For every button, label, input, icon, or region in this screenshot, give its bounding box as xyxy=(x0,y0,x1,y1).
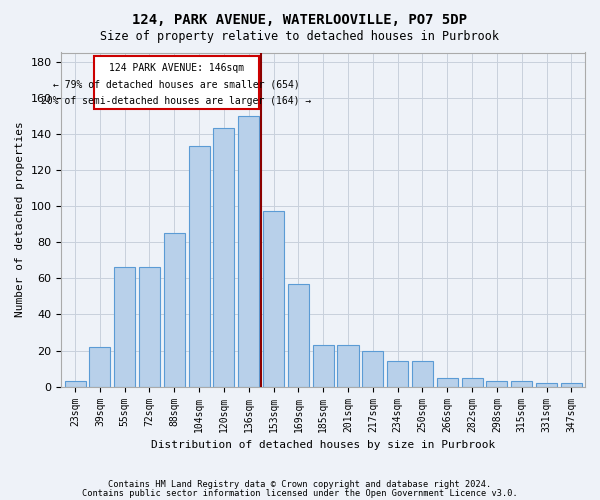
Text: Size of property relative to detached houses in Purbrook: Size of property relative to detached ho… xyxy=(101,30,499,43)
Bar xyxy=(313,345,334,387)
Text: 20% of semi-detached houses are larger (164) →: 20% of semi-detached houses are larger (… xyxy=(41,96,311,106)
Bar xyxy=(437,378,458,386)
Bar xyxy=(164,233,185,386)
X-axis label: Distribution of detached houses by size in Purbrook: Distribution of detached houses by size … xyxy=(151,440,496,450)
Bar xyxy=(114,268,135,386)
Bar xyxy=(238,116,259,386)
Text: 124 PARK AVENUE: 146sqm: 124 PARK AVENUE: 146sqm xyxy=(109,63,244,73)
Text: Contains HM Land Registry data © Crown copyright and database right 2024.: Contains HM Land Registry data © Crown c… xyxy=(109,480,491,489)
Text: ← 79% of detached houses are smaller (654): ← 79% of detached houses are smaller (65… xyxy=(53,80,299,90)
Bar xyxy=(263,212,284,386)
Bar xyxy=(362,350,383,386)
Bar xyxy=(387,362,408,386)
Bar xyxy=(139,268,160,386)
Bar xyxy=(412,362,433,386)
Bar xyxy=(461,378,482,386)
Bar xyxy=(561,383,582,386)
FancyBboxPatch shape xyxy=(94,56,259,108)
Bar xyxy=(214,128,235,386)
Bar xyxy=(487,382,508,386)
Bar xyxy=(536,383,557,386)
Bar xyxy=(288,284,309,387)
Text: Contains public sector information licensed under the Open Government Licence v3: Contains public sector information licen… xyxy=(82,489,518,498)
Bar xyxy=(337,345,359,387)
Bar xyxy=(511,382,532,386)
Bar xyxy=(89,347,110,387)
Y-axis label: Number of detached properties: Number of detached properties xyxy=(15,122,25,318)
Bar xyxy=(188,146,209,386)
Text: 124, PARK AVENUE, WATERLOOVILLE, PO7 5DP: 124, PARK AVENUE, WATERLOOVILLE, PO7 5DP xyxy=(133,12,467,26)
Bar xyxy=(65,382,86,386)
